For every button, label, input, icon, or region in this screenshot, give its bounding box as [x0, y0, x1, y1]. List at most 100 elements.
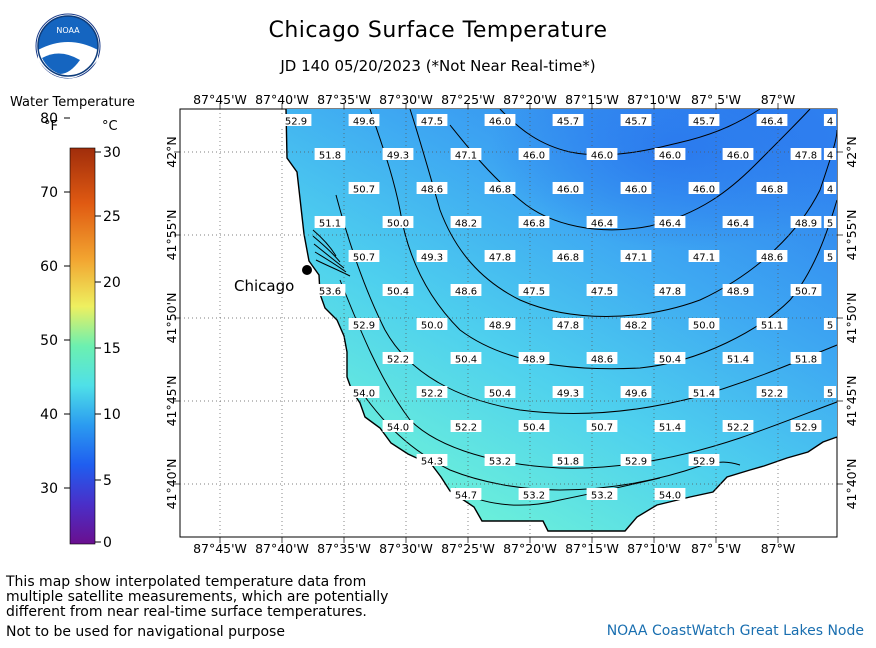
temperature-value: 51.1	[756, 318, 788, 332]
svg-text:5: 5	[827, 321, 833, 332]
color-bar	[69, 147, 96, 545]
svg-text:46.8: 46.8	[557, 253, 579, 264]
temperature-value: 52.2	[722, 420, 754, 434]
lon-label-top: 87°30'W	[379, 92, 433, 107]
legend-f-tick: 40	[40, 407, 58, 423]
credit-noaa-coastwatch: NOAA CoastWatch Great Lakes Node	[606, 623, 864, 639]
temperature-value: 47.1	[688, 250, 720, 264]
temperature-value: 53.2	[586, 488, 618, 502]
svg-text:50.0: 50.0	[693, 321, 715, 332]
temperature-value: 46.4	[586, 216, 618, 230]
svg-text:46.8: 46.8	[523, 219, 545, 230]
svg-text:48.2: 48.2	[625, 321, 647, 332]
lon-label-bottom: 87°30'W	[379, 541, 433, 556]
svg-text:51.4: 51.4	[693, 389, 715, 400]
temperature-value: 45.7	[552, 114, 584, 128]
svg-text:53.2: 53.2	[489, 457, 511, 468]
temperature-value: 48.9	[518, 352, 550, 366]
legend-c-tick: 0	[103, 535, 112, 551]
svg-text:51.1: 51.1	[761, 321, 783, 332]
temperature-value: 50.4	[450, 352, 482, 366]
svg-text:46.0: 46.0	[557, 185, 579, 196]
temperature-value: 5	[823, 250, 837, 264]
temperature-value: 50.0	[688, 318, 720, 332]
svg-text:47.5: 47.5	[591, 287, 613, 298]
svg-text:49.6: 49.6	[353, 117, 375, 128]
svg-text:46.0: 46.0	[727, 151, 749, 162]
svg-text:48.6: 48.6	[455, 287, 477, 298]
svg-text:54.3: 54.3	[421, 457, 443, 468]
temperature-value: 47.1	[620, 250, 652, 264]
lon-label-top: 87°10'W	[627, 92, 681, 107]
temperature-value: 4	[823, 114, 837, 128]
svg-text:5: 5	[827, 389, 833, 400]
svg-text:45.7: 45.7	[693, 117, 715, 128]
lon-label-top: 87°20'W	[503, 92, 557, 107]
temperature-value: 46.8	[484, 182, 516, 196]
svg-text:47.8: 47.8	[557, 321, 579, 332]
lat-label-left: 41°50'N	[164, 293, 179, 344]
svg-text:48.6: 48.6	[591, 355, 613, 366]
map-subtitle: JD 140 05/20/2023 (*Not Near Real-time*)	[280, 57, 596, 75]
temperature-value: 51.1	[314, 216, 346, 230]
svg-text:47.1: 47.1	[455, 151, 477, 162]
temperature-value: 5	[823, 216, 837, 230]
svg-text:49.6: 49.6	[625, 389, 647, 400]
svg-text:47.1: 47.1	[625, 253, 647, 264]
svg-text:46.4: 46.4	[591, 219, 613, 230]
legend-c-tick: 15	[103, 341, 121, 357]
svg-text:46.8: 46.8	[761, 185, 783, 196]
svg-text:52.9: 52.9	[625, 457, 647, 468]
svg-text:53.6: 53.6	[319, 287, 341, 298]
svg-text:5: 5	[827, 219, 833, 230]
lon-label-bottom: 87°25'W	[441, 541, 495, 556]
lon-label-bottom: 87°W	[761, 541, 796, 556]
temperature-value: 46.4	[654, 216, 686, 230]
svg-text:51.4: 51.4	[659, 423, 681, 434]
svg-text:53.2: 53.2	[591, 491, 613, 502]
lat-label-left: 42°N	[164, 136, 179, 168]
svg-text:47.5: 47.5	[421, 117, 443, 128]
temperature-value: 52.2	[416, 386, 448, 400]
temperature-value: 47.5	[518, 284, 550, 298]
temperature-value: 49.6	[348, 114, 380, 128]
temperature-value: 47.8	[484, 250, 516, 264]
lon-label-top: 87° 5'W	[691, 92, 741, 107]
svg-text:46.0: 46.0	[591, 151, 613, 162]
lon-label-bottom: 87°15'W	[565, 541, 619, 556]
legend-c-tick: 5	[103, 473, 112, 489]
svg-text:50.7: 50.7	[591, 423, 613, 434]
lon-label-top: 87°W	[761, 92, 796, 107]
temperature-value: 46.0	[688, 182, 720, 196]
legend-unit-f: °F	[44, 119, 58, 134]
svg-text:49.3: 49.3	[421, 253, 443, 264]
temperature-value: 46.0	[552, 182, 584, 196]
svg-text:52.2: 52.2	[387, 355, 409, 366]
city-label-chicago: Chicago	[234, 277, 294, 295]
temperature-value: 47.5	[416, 114, 448, 128]
lon-label-bottom: 87°40'W	[255, 541, 309, 556]
temperature-value: 52.9	[348, 318, 380, 332]
svg-text:50.0: 50.0	[421, 321, 443, 332]
temperature-value: 54.7	[450, 488, 482, 502]
temperature-value: 50.7	[586, 420, 618, 434]
legend-f-tick: 70	[40, 185, 58, 201]
svg-text:49.3: 49.3	[387, 151, 409, 162]
svg-text:50.0: 50.0	[387, 219, 409, 230]
svg-text:52.2: 52.2	[455, 423, 477, 434]
svg-text:45.7: 45.7	[557, 117, 579, 128]
svg-text:47.8: 47.8	[659, 287, 681, 298]
temperature-value: 52.9	[688, 454, 720, 468]
temperature-value: 51.4	[722, 352, 754, 366]
svg-text:51.1: 51.1	[319, 219, 341, 230]
temperature-value: 54.0	[382, 420, 414, 434]
temperature-value: 47.8	[790, 148, 822, 162]
svg-text:53.2: 53.2	[523, 491, 545, 502]
legend-f-tick: 60	[40, 259, 58, 275]
temperature-value: 47.8	[552, 318, 584, 332]
svg-text:51.8: 51.8	[319, 151, 341, 162]
lat-label-right: 42°N	[844, 136, 859, 168]
footnote-line-2: multiple satellite measurements, which a…	[6, 589, 389, 605]
svg-text:46.4: 46.4	[659, 219, 681, 230]
svg-text:52.2: 52.2	[421, 389, 443, 400]
